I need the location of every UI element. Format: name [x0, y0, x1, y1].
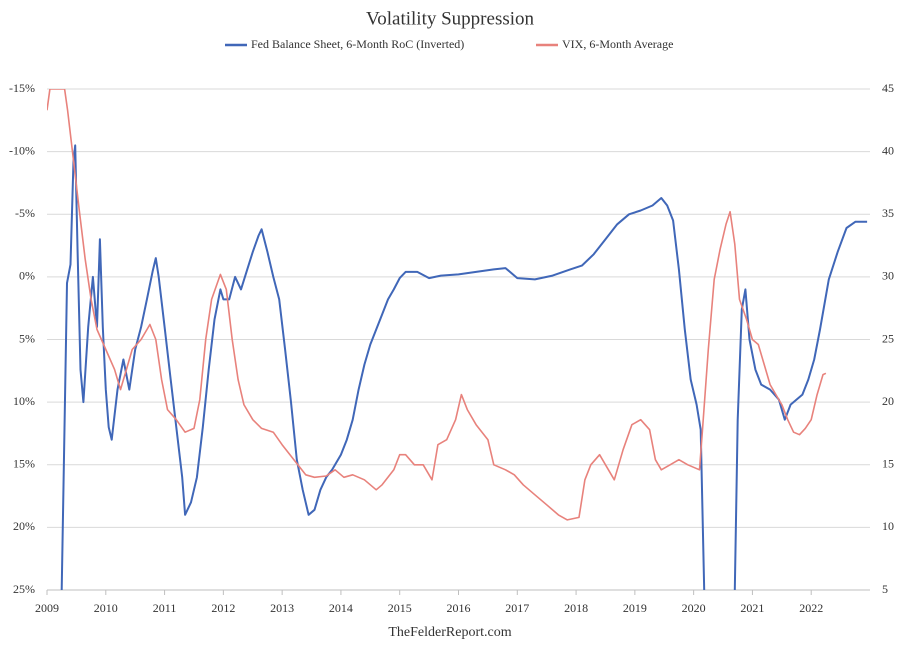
x-tick-label: 2021 — [740, 601, 764, 615]
x-tick-label: 2010 — [94, 601, 118, 615]
x-tick-label: 2014 — [329, 601, 353, 615]
series-line — [47, 89, 827, 521]
y-tick-label: 25% — [13, 582, 35, 596]
x-tick-label: 2011 — [153, 601, 177, 615]
x-tick-label: 2015 — [388, 601, 412, 615]
legend-label: VIX, 6-Month Average — [562, 37, 673, 51]
y2-tick-label: 30 — [882, 269, 894, 283]
y-tick-label: 20% — [13, 519, 35, 533]
x-tick-label: 2016 — [447, 601, 471, 615]
y2-tick-label: 5 — [882, 582, 888, 596]
x-tick-label: 2009 — [35, 601, 59, 615]
y2-tick-label: 40 — [882, 143, 894, 157]
y2-tick-label: 10 — [882, 519, 894, 533]
x-tick-label: 2013 — [270, 601, 294, 615]
series-line — [60, 144, 868, 590]
y-tick-label: -10% — [9, 143, 35, 157]
source-label: TheFelderReport.com — [388, 625, 511, 640]
y-tick-label: 0% — [19, 269, 35, 283]
x-tick-label: 2012 — [211, 601, 235, 615]
y2-tick-label: 25 — [882, 331, 894, 345]
y2-tick-label: 45 — [882, 81, 894, 95]
plot-area — [47, 89, 868, 590]
y2-tick-label: 35 — [882, 206, 894, 220]
x-tick-label: 2022 — [799, 601, 823, 615]
chart-title: Volatility Suppression — [366, 8, 535, 29]
y2-tick-label: 20 — [882, 394, 894, 408]
y-tick-label: 15% — [13, 457, 35, 471]
x-tick-label: 2018 — [564, 601, 588, 615]
y2-tick-label: 15 — [882, 457, 894, 471]
y-tick-label: -5% — [15, 206, 35, 220]
y-tick-label: 10% — [13, 394, 35, 408]
y-tick-label: -15% — [9, 81, 35, 95]
x-tick-label: 2017 — [505, 601, 529, 615]
x-tick-label: 2020 — [682, 601, 706, 615]
legend-label: Fed Balance Sheet, 6-Month RoC (Inverted… — [251, 37, 464, 51]
x-tick-label: 2019 — [623, 601, 647, 615]
y-tick-label: 5% — [19, 331, 35, 345]
